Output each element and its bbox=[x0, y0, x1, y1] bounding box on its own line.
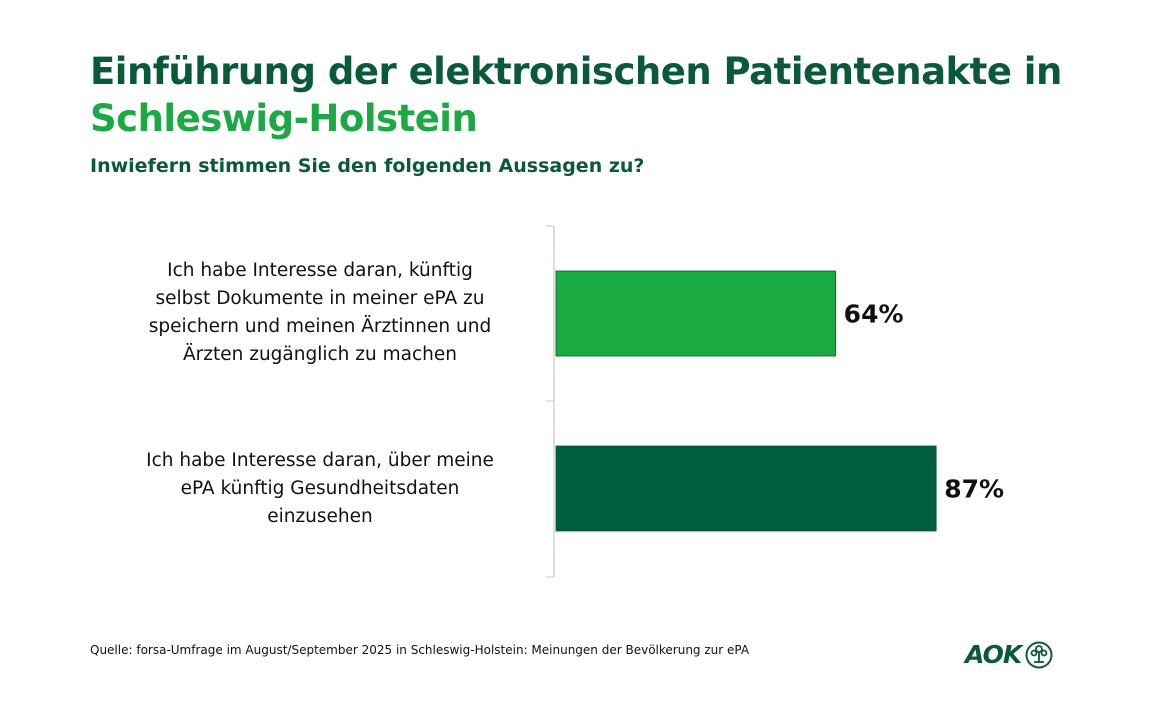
category-label-1: Ich habe Interesse daran, künftig selbst… bbox=[100, 257, 540, 369]
aok-logo: AOK bbox=[965, 640, 1053, 669]
logo-text: AOK bbox=[965, 640, 1022, 669]
label-line: Ich habe Interesse daran, über meine bbox=[146, 450, 494, 471]
bar-1 bbox=[555, 270, 837, 357]
label-line: selbst Dokumente in meiner ePA zu bbox=[155, 288, 485, 309]
label-line: ePA künftig Gesundheitsdaten bbox=[180, 478, 460, 499]
label-line: Ärzten zugänglich zu machen bbox=[183, 344, 457, 365]
category-label-2: Ich habe Interesse daran, über meine ePA… bbox=[100, 447, 540, 531]
label-line: Ich habe Interesse daran, künftig bbox=[167, 260, 473, 281]
chart-title: Einführung der elektronischen Patientena… bbox=[90, 50, 1062, 93]
chart-subtitle: Inwiefern stimmen Sie den folgenden Auss… bbox=[90, 155, 645, 177]
data-label-2: 87% bbox=[944, 475, 1004, 504]
data-label-1: 64% bbox=[844, 300, 904, 329]
label-line: einzusehen bbox=[267, 506, 373, 527]
label-line: speichern und meinen Ärztinnen und bbox=[148, 316, 492, 337]
bar-2 bbox=[555, 445, 937, 532]
chart-title-highlight: Schleswig-Holstein bbox=[90, 97, 478, 140]
tree-icon bbox=[1025, 641, 1053, 668]
source-note: Quelle: forsa-Umfrage im August/Septembe… bbox=[90, 643, 750, 657]
